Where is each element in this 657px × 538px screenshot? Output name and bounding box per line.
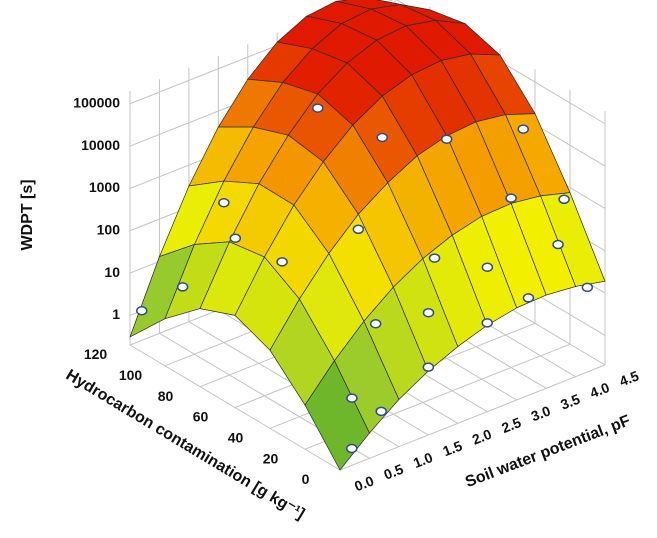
data-point — [440, 134, 453, 144]
z-axis-label: WDPT [s] — [19, 179, 36, 250]
data-point — [136, 305, 148, 316]
data-point — [552, 239, 564, 250]
z-tick-label: 1 — [112, 306, 120, 322]
y-tick-label: 1.5 — [440, 437, 464, 459]
data-point — [346, 443, 358, 454]
data-point — [422, 362, 435, 372]
x-tick-label: 100 — [119, 367, 143, 383]
data-point — [522, 293, 535, 303]
x-tick-label: 60 — [193, 409, 209, 425]
data-point — [375, 406, 387, 417]
x-tick-label: 20 — [263, 450, 279, 466]
z-tick-label: 100000 — [73, 94, 120, 110]
surface-cell — [304, 360, 370, 471]
y-tick-label: 4.5 — [617, 367, 641, 389]
x-tick-label: 0 — [302, 471, 310, 487]
z-tick-label: 10000 — [81, 137, 120, 153]
z-tick-label: 100 — [97, 221, 121, 237]
y-tick-label: 3.5 — [558, 391, 582, 413]
data-point — [276, 257, 288, 267]
data-point — [176, 282, 189, 292]
x-tick-label: 40 — [228, 430, 244, 446]
data-point — [428, 253, 441, 263]
grid-line — [129, 344, 341, 471]
y-tick-label: 2.5 — [499, 414, 523, 436]
y-axis-label: Soil water potential, pF — [463, 412, 633, 491]
y-tick-label: 0.0 — [352, 472, 376, 494]
x-tick-label: 80 — [158, 388, 174, 404]
y-tick-label: 0.5 — [382, 461, 406, 483]
data-point — [312, 103, 324, 113]
x-axis-label: Hydrocarbon contamination [g kg⁻¹] — [63, 367, 308, 523]
y-tick-label: 4.0 — [588, 379, 612, 401]
data-point — [369, 319, 382, 329]
y-tick-label: 1.0 — [411, 449, 435, 471]
data-point — [481, 318, 493, 328]
data-point — [481, 262, 494, 272]
data-point — [558, 194, 570, 205]
data-point — [517, 124, 529, 134]
z-tick-label: 10 — [104, 264, 120, 280]
data-point — [229, 233, 242, 243]
data-point — [352, 224, 365, 235]
y-tick-label: 3.0 — [529, 402, 553, 424]
y-tick-label: 2.0 — [470, 426, 494, 448]
data-point — [376, 132, 388, 143]
grid-line — [339, 364, 606, 471]
data-point — [505, 193, 517, 203]
data-point — [581, 282, 594, 293]
z-tick-label: 1000 — [89, 179, 120, 195]
data-point — [218, 198, 230, 208]
data-point — [422, 307, 435, 318]
data-point — [346, 393, 358, 403]
x-tick-label: 120 — [84, 346, 108, 362]
